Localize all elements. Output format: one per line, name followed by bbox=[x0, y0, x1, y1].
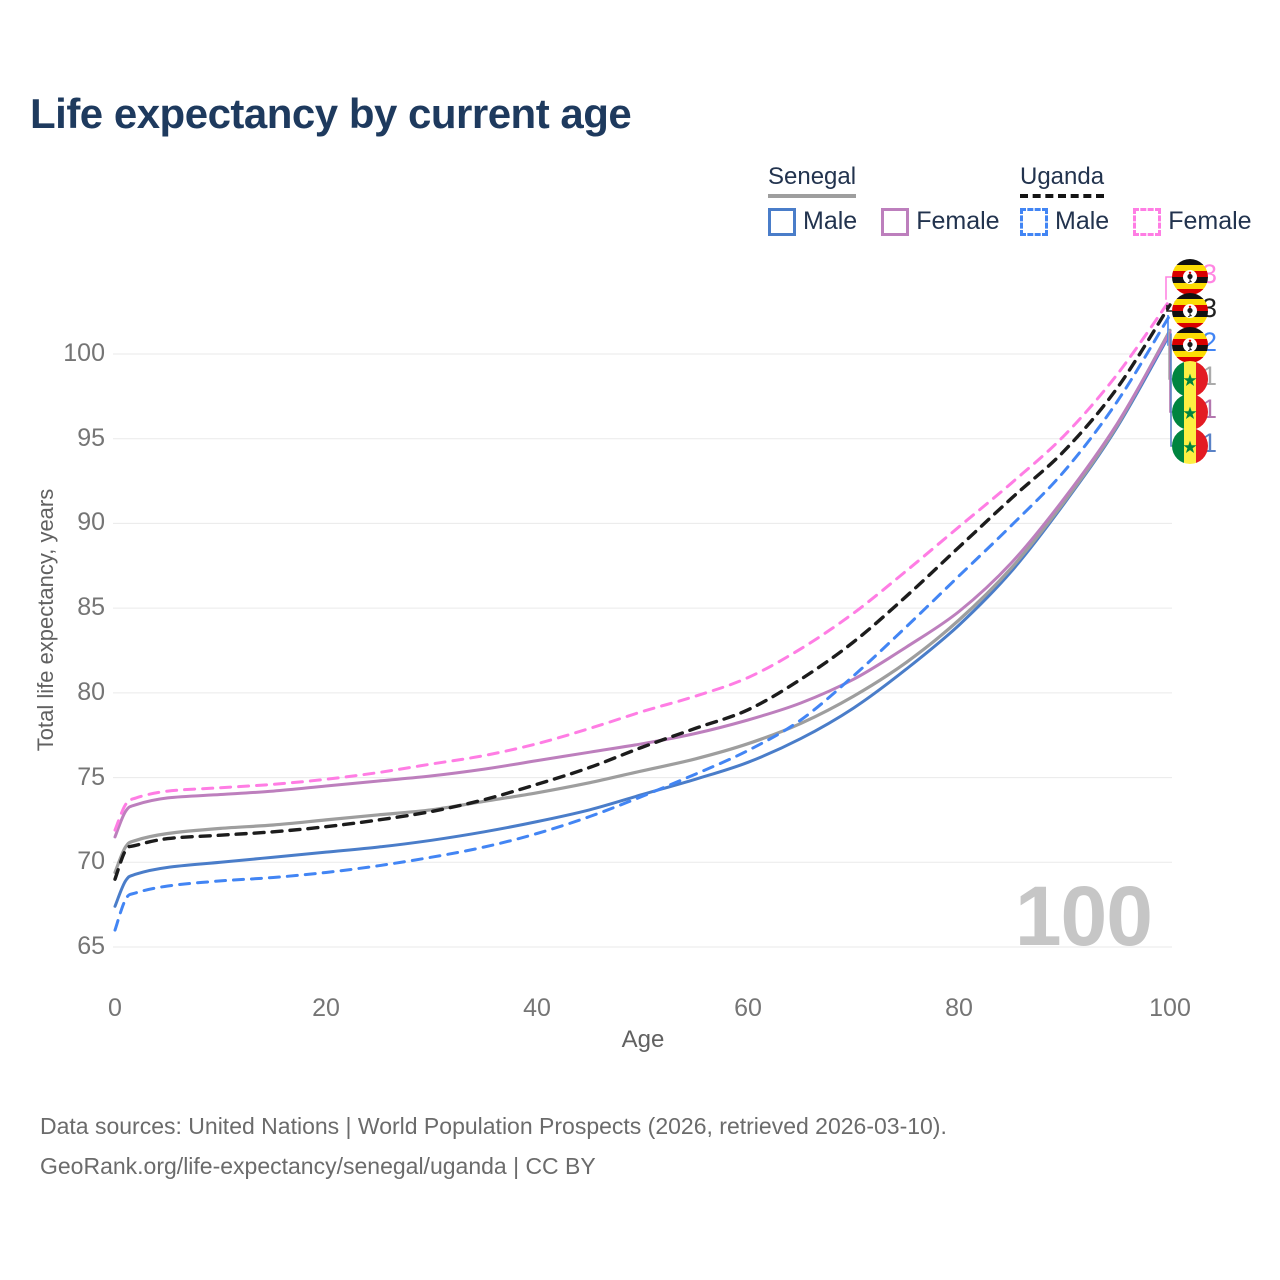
age-counter-watermark: 100 bbox=[1014, 869, 1153, 963]
y-tick-label: 65 bbox=[77, 932, 105, 960]
y-tick-label: 90 bbox=[77, 508, 105, 537]
legend-item-uganda-male: Male bbox=[1020, 207, 1109, 236]
y-tick-label: 100 bbox=[63, 338, 105, 367]
line-senegal-total bbox=[113, 328, 1172, 875]
line-uganda-male bbox=[113, 313, 1172, 932]
legend-country-uganda: Uganda bbox=[1020, 163, 1105, 198]
senegal-flag-icon bbox=[1172, 361, 1208, 397]
y-tick-label: 70 bbox=[77, 847, 105, 876]
uganda-flag-icon bbox=[1172, 327, 1208, 363]
y-tick-label: 80 bbox=[77, 677, 105, 706]
x-axis-label: Age bbox=[621, 1026, 665, 1053]
legend-item-senegal-female: Female bbox=[881, 207, 1000, 236]
legend-item-uganda-female: Female bbox=[1133, 207, 1252, 236]
end-label-connector bbox=[1166, 304, 1172, 312]
y-tick-label: 95 bbox=[77, 423, 105, 452]
end-label-connector bbox=[1165, 276, 1172, 300]
line-senegal-male bbox=[113, 332, 1172, 908]
end-label-row: 103 bbox=[1172, 293, 1217, 329]
footer-attribution: GeoRank.org/life-expectancy/senegal/ugan… bbox=[40, 1153, 596, 1179]
line-senegal-female bbox=[113, 330, 1172, 839]
legend-group-uganda: Uganda Male Female bbox=[1020, 163, 1252, 236]
x-tick-label: 0 bbox=[108, 994, 122, 1022]
uganda-male-swatch-icon bbox=[1020, 207, 1048, 236]
uganda-flag-icon bbox=[1172, 293, 1208, 329]
end-label-row: 103 bbox=[1172, 259, 1217, 295]
x-tick-label: 60 bbox=[734, 994, 762, 1022]
legend-item-label: Male bbox=[1055, 207, 1110, 235]
footer: Data sources: United Nations | World Pop… bbox=[40, 1106, 947, 1186]
x-tick-label: 100 bbox=[1149, 994, 1191, 1022]
end-label-row: 102 bbox=[1172, 327, 1217, 363]
legend-group-senegal: Senegal Male Female bbox=[768, 163, 1000, 236]
uganda-flag-icon bbox=[1172, 259, 1208, 295]
legend-item-label: Male bbox=[803, 207, 858, 235]
x-tick-label: 40 bbox=[523, 994, 551, 1022]
legend-item-senegal-male: Male bbox=[768, 207, 857, 236]
uganda-female-swatch-icon bbox=[1133, 207, 1162, 236]
end-label-row: 101 bbox=[1172, 428, 1217, 464]
legend-item-label: Female bbox=[916, 207, 1000, 235]
senegal-female-swatch-icon bbox=[881, 207, 910, 236]
senegal-flag-icon bbox=[1172, 394, 1208, 430]
x-tick-label: 80 bbox=[945, 994, 973, 1022]
chart-title: Life expectancy by current age bbox=[30, 90, 632, 137]
legend-item-label: Female bbox=[1168, 207, 1252, 235]
end-label-connector bbox=[1170, 333, 1172, 447]
senegal-male-swatch-icon bbox=[768, 207, 796, 236]
end-label-row: 101 bbox=[1172, 394, 1217, 430]
footer-data-sources: Data sources: United Nations | World Pop… bbox=[40, 1113, 947, 1139]
x-tick-label: 20 bbox=[312, 994, 340, 1022]
senegal-flag-icon bbox=[1172, 428, 1208, 464]
y-tick-label: 75 bbox=[77, 762, 105, 791]
line-uganda-total bbox=[113, 303, 1172, 881]
end-label-row: 101 bbox=[1172, 361, 1217, 397]
line-uganda-female bbox=[113, 298, 1172, 832]
legend-country-senegal: Senegal bbox=[768, 163, 857, 198]
y-tick-label: 85 bbox=[77, 593, 105, 622]
